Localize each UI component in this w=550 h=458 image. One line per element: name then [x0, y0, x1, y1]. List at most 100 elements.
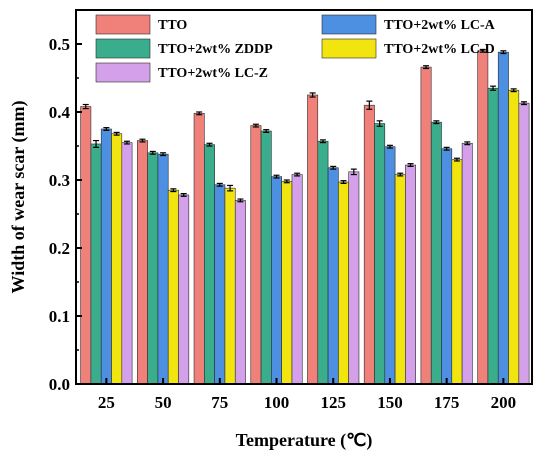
bar-tto-2wt-lc-d-175 [451, 159, 463, 385]
error-bar-tto-2wt-lc-d-100 [283, 179, 290, 184]
bar-tto-2wt-lc-z-175 [461, 142, 473, 385]
bar-tto-2wt-zddp-75 [204, 144, 215, 385]
error-bar-tto-2wt-zddp-25 [93, 139, 100, 148]
legend: TTO TTO+2wt% ZDDP TTO+2wt% LC-Z TTO+2wt% LC… [95, 14, 496, 83]
error-bar-tto-200 [479, 48, 486, 53]
error-bar-tto-2wt-lc-z-75 [237, 198, 244, 203]
legend-swatch [95, 14, 151, 35]
y-tick-label: 0.0 [49, 375, 70, 394]
bar-tto-2wt-lc-z-50 [178, 194, 190, 385]
bar-tto-2wt-lc-a-200 [497, 51, 509, 385]
bar-tto-2wt-lc-d-150 [394, 174, 406, 385]
bar-tto-175 [420, 66, 432, 385]
bar-tto-200 [477, 50, 489, 385]
y-tick-label: 0.1 [49, 307, 70, 326]
error-bar-tto-2wt-lc-d-125 [340, 180, 347, 184]
x-tick-label-200: 200 [491, 393, 517, 412]
error-bar-tto-25 [82, 103, 89, 110]
bar-tto-2wt-lc-d-50 [167, 189, 179, 385]
error-bar-tto-2wt-lc-d-75 [227, 184, 234, 192]
error-bar-tto-2wt-lc-a-100 [273, 174, 280, 179]
legend-item-tto: TTO [95, 14, 187, 35]
legend-swatch [95, 38, 151, 59]
legend-swatch [321, 14, 377, 35]
legend-item-tto-2wt-zddp: TTO+2wt% ZDDP [95, 38, 273, 59]
error-bar-tto-2wt-lc-a-50 [160, 152, 167, 157]
x-tick-label-75: 75 [211, 393, 228, 412]
error-bar-tto-2wt-lc-z-125 [350, 168, 357, 176]
y-tick-label: 0.2 [49, 239, 70, 258]
error-bar-tto-2wt-lc-a-25 [103, 127, 110, 131]
bar-tto-2wt-lc-a-50 [157, 153, 169, 385]
error-bar-tto-2wt-zddp-50 [149, 150, 156, 155]
bar-tto-50 [137, 140, 148, 385]
bar-tto-25 [80, 106, 92, 385]
error-bars-layer [82, 48, 527, 203]
bar-tto-2wt-zddp-50 [147, 152, 159, 385]
error-bar-tto-2wt-zddp-75 [206, 142, 213, 147]
bar-tto-2wt-lc-z-100 [291, 174, 303, 385]
legend-item-tto-2wt-lc-z: TTO+2wt% LC-Z [95, 62, 268, 83]
bar-tto-2wt-zddp-200 [487, 87, 499, 385]
error-bar-tto-2wt-lc-a-75 [216, 182, 223, 187]
error-bar-tto-125 [309, 92, 316, 98]
x-tick-label-100: 100 [264, 393, 290, 412]
bar-tto-2wt-lc-z-125 [348, 171, 360, 385]
y-tick-label: 0.3 [49, 171, 70, 190]
error-bar-tto-2wt-lc-z-175 [464, 141, 471, 146]
bar-tto-2wt-lc-z-75 [234, 200, 246, 385]
bar-tto-125 [307, 94, 319, 385]
error-bar-tto-100 [252, 123, 259, 128]
legend-swatch [95, 62, 151, 83]
bar-tto-2wt-lc-d-125 [338, 181, 349, 385]
bar-tto-2wt-lc-a-75 [214, 184, 226, 385]
error-bar-tto-75 [196, 111, 203, 116]
bar-tto-2wt-zddp-175 [430, 121, 442, 385]
bar-tto-75 [193, 113, 205, 385]
legend-item-tto-2wt-lc-a: TTO+2wt% LC-A [321, 14, 496, 35]
error-bar-tto-2wt-lc-z-25 [123, 140, 130, 145]
bar-tto-2wt-lc-a-25 [100, 128, 112, 385]
error-bar-tto-150 [366, 100, 373, 110]
bar-tto-2wt-lc-a-100 [271, 176, 282, 385]
error-bar-tto-2wt-lc-d-175 [453, 157, 460, 162]
y-tick-label: 0.4 [49, 103, 71, 122]
y-axis-title: Width of wear scar (mm) [8, 101, 29, 294]
bar-tto-2wt-zddp-125 [317, 140, 329, 385]
bar-tto-2wt-lc-d-200 [508, 89, 520, 385]
error-bar-tto-2wt-lc-z-150 [407, 163, 414, 167]
bar-tto-2wt-lc-z-25 [121, 142, 133, 385]
bar-tto-2wt-lc-d-25 [111, 133, 123, 385]
bars-layer [80, 50, 530, 385]
x-tick-label-150: 150 [377, 393, 403, 412]
bar-tto-100 [250, 125, 262, 385]
bar-tto-2wt-lc-z-150 [405, 164, 416, 385]
error-bar-tto-2wt-zddp-100 [263, 129, 270, 133]
error-bar-tto-175 [423, 65, 430, 70]
bar-tto-2wt-lc-d-100 [281, 181, 293, 385]
bar-tto-2wt-lc-a-125 [327, 167, 339, 385]
y-tick-label: 0.5 [49, 35, 70, 54]
x-axis-title: Temperature (℃) [236, 430, 373, 451]
y-axis-ticks: 0.0 0.1 0.2 0.3 0.4 0.5 [49, 35, 82, 394]
error-bar-tto-2wt-zddp-125 [319, 139, 326, 144]
bar-tto-2wt-zddp-150 [374, 123, 386, 385]
bar-tto-2wt-lc-a-150 [384, 146, 396, 385]
bar-tto-150 [363, 104, 375, 385]
x-tick-label-175: 175 [434, 393, 460, 412]
error-bar-tto-2wt-lc-d-150 [397, 172, 404, 177]
x-tick-label-25: 25 [98, 393, 115, 412]
error-bar-tto-2wt-lc-z-100 [294, 172, 301, 177]
legend-label: TTO+2wt% LC-D [384, 42, 495, 57]
error-bar-tto-2wt-lc-a-175 [443, 146, 450, 151]
error-bar-tto-2wt-lc-d-200 [510, 88, 517, 93]
plot-frame [75, 9, 533, 385]
error-bar-tto-2wt-lc-d-25 [113, 131, 120, 136]
x-axis-ticks: 25 50 75 100 125 150 175 200 [98, 378, 516, 412]
bar-tto-2wt-lc-a-175 [441, 148, 453, 385]
error-bar-tto-50 [139, 138, 146, 143]
error-bar-tto-2wt-zddp-200 [490, 85, 497, 91]
legend-label: TTO+2wt% LC-Z [158, 66, 268, 81]
error-bar-tto-2wt-zddp-175 [433, 120, 440, 125]
